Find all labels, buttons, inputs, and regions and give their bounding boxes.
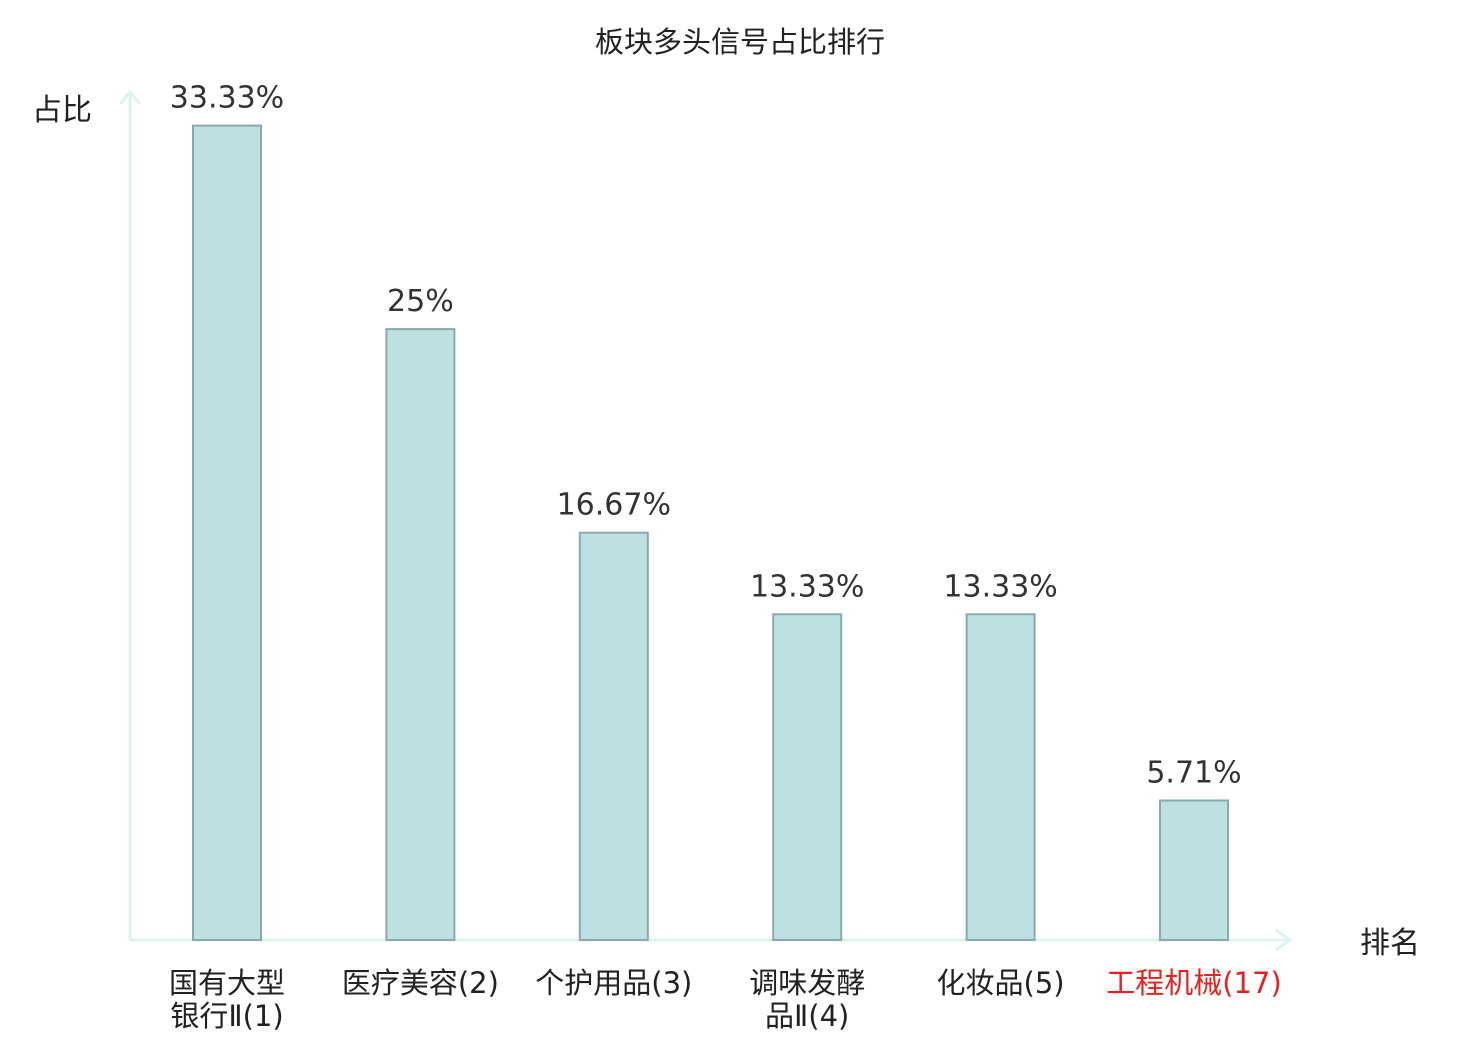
bar-value-label: 5.71% bbox=[1146, 756, 1241, 791]
category-labels: 国有大型银行Ⅱ(1) 医疗美容(2) 个护用品(3) 调味发酵品Ⅱ(4) 化妆品(5) 工… bbox=[169, 966, 1282, 1033]
bar bbox=[578, 531, 649, 941]
bar-value-label: 25% bbox=[387, 284, 454, 319]
x-tick-label: 个护用品(3) bbox=[535, 966, 692, 1000]
bar bbox=[385, 328, 456, 942]
y-axis-arrow bbox=[118, 89, 142, 105]
x-axis-arrow bbox=[1275, 928, 1293, 952]
y-axis: 占比 bbox=[32, 89, 142, 940]
x-axis-label: 排名 bbox=[1360, 926, 1420, 961]
bar-value-label: 13.33% bbox=[750, 569, 864, 604]
bar bbox=[965, 613, 1036, 941]
x-tick-label: 工程机械(17) bbox=[1106, 966, 1282, 1000]
chart-title: 板块多头信号占比排行 bbox=[595, 25, 885, 59]
bar bbox=[1159, 799, 1229, 941]
value-labels: 33.33% 25% 16.67% 13.33% 13.33% 5.71% bbox=[170, 81, 1242, 791]
bar-value-label: 13.33% bbox=[943, 569, 1057, 604]
x-tick-label: 医疗美容(2) bbox=[342, 966, 499, 1000]
x-tick-label: 调味发酵品Ⅱ(4) bbox=[749, 966, 865, 1033]
bar-value-label: 16.67% bbox=[557, 488, 671, 523]
y-axis-label: 占比 bbox=[32, 93, 92, 128]
x-axis: 排名 bbox=[130, 926, 1420, 961]
x-tick-label: 化妆品(5) bbox=[937, 966, 1065, 1000]
x-tick-label: 国有大型银行Ⅱ(1) bbox=[169, 966, 285, 1033]
bar-value-label: 33.33% bbox=[170, 81, 284, 116]
bar bbox=[772, 613, 843, 941]
bars bbox=[192, 124, 1229, 942]
bar bbox=[192, 124, 262, 942]
